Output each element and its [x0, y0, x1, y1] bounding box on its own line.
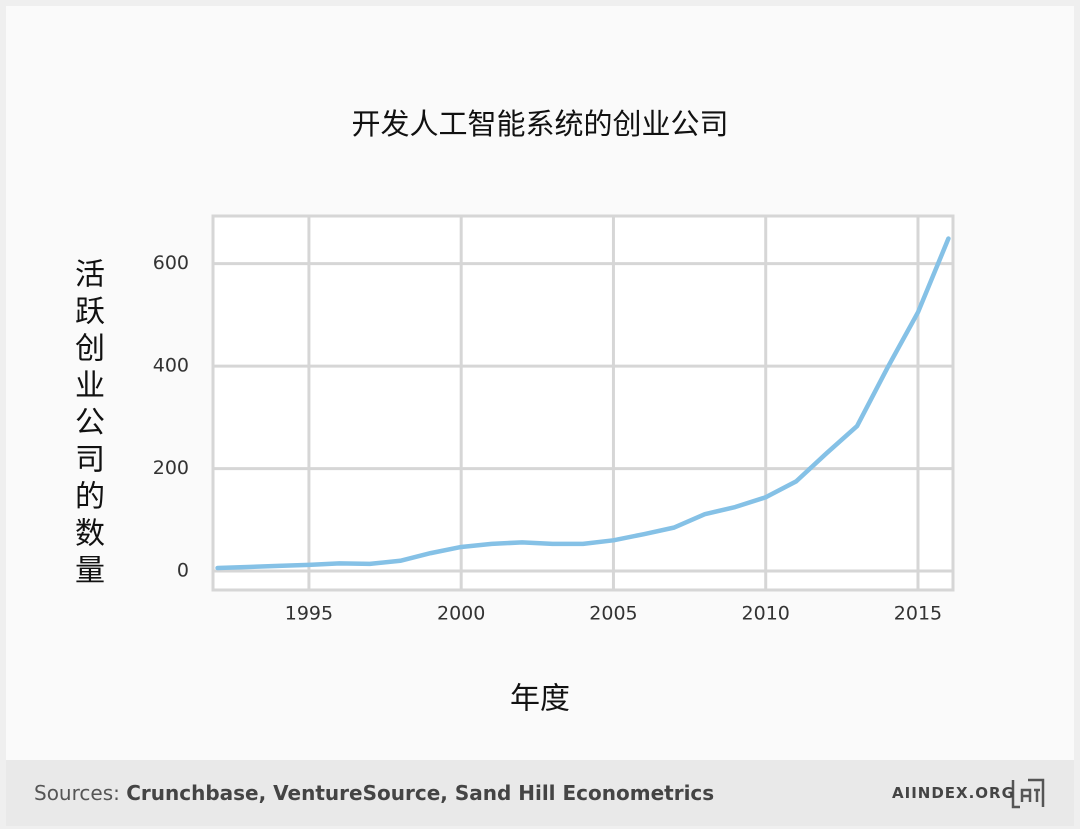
- site: AIINDEX.ORG: [892, 784, 1015, 802]
- y-tick-label: 0: [177, 560, 189, 582]
- y-tick-label: 600: [153, 252, 189, 274]
- logo: [1011, 778, 1045, 809]
- x-tick-label: 2015: [894, 603, 942, 625]
- y-tick-label: 400: [153, 355, 189, 377]
- chart-title: 开发人工智能系统的创业公司: [351, 107, 728, 141]
- logo-frame: [1011, 778, 1045, 809]
- x-tick-label: 2005: [589, 603, 637, 625]
- logo-mark: [1020, 788, 1040, 802]
- footer: [6, 760, 1074, 826]
- x-tick-label: 2000: [437, 603, 485, 625]
- data-line: [215, 236, 951, 571]
- x-tick-label: 2010: [742, 603, 790, 625]
- plot-area: [211, 214, 955, 592]
- source-text: Crunchbase, VentureSource, Sand Hill Eco…: [126, 781, 715, 805]
- source-label: Sources:: [34, 781, 120, 805]
- source: Sources: Crunchbase, VentureSource, Sand…: [34, 781, 714, 805]
- y-tick-label: 200: [153, 457, 189, 479]
- y-axis-label: 活跃创业公司的数量: [69, 258, 104, 591]
- x-axis-label: 年度: [510, 682, 570, 717]
- x-tick-label: 1995: [285, 603, 333, 625]
